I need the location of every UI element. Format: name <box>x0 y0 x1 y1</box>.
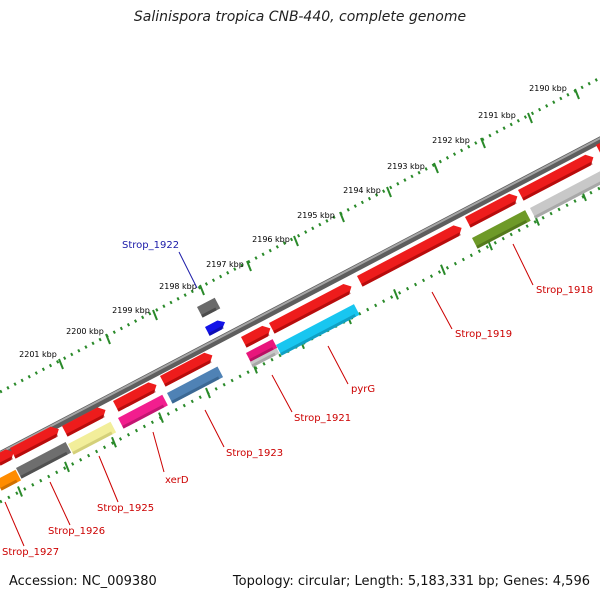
scale-tick-mark <box>527 112 533 124</box>
gene-label[interactable]: Strop_1926 <box>48 526 105 537</box>
scale-tick-mark <box>58 358 64 370</box>
map-title: Salinispora tropica CNB-440, complete ge… <box>133 9 467 25</box>
scale-tick-label: 2201 kbp <box>19 350 57 359</box>
gene-feature-strop-1918[interactable] <box>472 210 531 249</box>
gene-feature-strop-1923[interactable] <box>167 366 224 404</box>
scale-tick-label: 2193 kbp <box>387 162 425 171</box>
lower-tick-mark <box>158 412 164 423</box>
cds-feature[interactable] <box>518 152 596 201</box>
scale-tick-mark <box>293 235 299 247</box>
scale-tick-mark <box>339 211 345 223</box>
accession-text: Accession: NC_009380 <box>9 574 157 589</box>
cds-feature[interactable] <box>357 223 464 287</box>
scale-tick-mark <box>105 333 111 345</box>
gene-labels: Strop_1918 Strop_1919 pyrG Strop_1921 Strop_… <box>2 240 593 558</box>
scale-dotted-line <box>0 76 600 394</box>
lower-tick-mark <box>17 486 23 497</box>
gene-feature-strop-1921[interactable] <box>245 339 278 362</box>
label-leader-line <box>49 481 71 526</box>
gene-feature-strop-1925[interactable] <box>68 421 117 455</box>
backbone <box>0 136 600 459</box>
scale-tick-label: 2191 kbp <box>478 111 516 120</box>
scale-tick-mark <box>433 162 439 174</box>
label-leader-line <box>98 455 119 503</box>
scale-tick-mark <box>480 137 486 149</box>
label-leader-line <box>271 374 293 413</box>
gene-feature-pyrG[interactable] <box>276 304 360 356</box>
lower-tick-mark <box>64 461 70 473</box>
gene-label[interactable]: Strop_1927 <box>2 547 59 558</box>
gene-feature-strop-1921b[interactable] <box>249 348 280 368</box>
label-leader-line <box>178 251 198 289</box>
scale-tick-mark <box>574 88 580 100</box>
gene-label[interactable]: xerD <box>165 475 189 486</box>
gene-label[interactable]: Strop_1919 <box>455 329 512 340</box>
cds-feature[interactable] <box>62 405 108 437</box>
gene-label[interactable]: pyrG <box>351 384 375 395</box>
label-leader-line <box>4 501 25 547</box>
gene-feature-strop-1922-blue[interactable] <box>205 318 227 336</box>
gene-label[interactable]: Strop_1922 <box>122 240 179 251</box>
genome-summary: Topology: circular; Length: 5,183,331 bp… <box>232 574 590 589</box>
cds-feature[interactable] <box>465 191 520 228</box>
scale-tick-label: 2200 kbp <box>66 327 104 336</box>
cds-feature[interactable] <box>160 350 215 387</box>
cds-feature[interactable] <box>269 281 354 334</box>
gene-feature-strop-1922[interactable] <box>197 297 221 318</box>
scale-tick-label: 2190 kbp <box>529 84 567 93</box>
scale-tick-label: 2199 kbp <box>112 306 150 315</box>
gene-label[interactable]: Strop_1923 <box>226 448 283 459</box>
label-leader-line <box>431 291 453 330</box>
scale-tick-label: 2198 kbp <box>159 282 197 291</box>
label-leader-line <box>512 243 534 286</box>
gene-feature-strop-1927[interactable] <box>0 469 22 491</box>
gene-feature-grey[interactable] <box>530 170 600 219</box>
gene-label[interactable]: Strop_1921 <box>294 413 351 424</box>
label-leader-line <box>152 431 165 473</box>
gene-label[interactable]: Strop_1918 <box>536 285 593 296</box>
scale-tick-mark <box>199 284 205 296</box>
cds-feature[interactable] <box>241 323 273 348</box>
scale-tick-label: 2194 kbp <box>343 186 381 195</box>
scale-tick-label: 2196 kbp <box>252 235 290 244</box>
scale-tick-mark <box>152 309 158 321</box>
scale-tick-label: 2192 kbp <box>432 136 470 145</box>
lower-tick-mark <box>111 436 117 448</box>
gene-feature-xerD[interactable] <box>118 394 168 429</box>
scale-tick-label: 2197 kbp <box>206 260 244 269</box>
scale-tick-mark <box>386 186 392 198</box>
scale-tick-mark <box>246 260 252 272</box>
gene-feature-strop-1926[interactable] <box>16 442 72 479</box>
gene-label[interactable]: Strop_1925 <box>97 503 154 514</box>
cds-feature[interactable] <box>10 424 62 459</box>
cds-feature[interactable] <box>0 447 17 466</box>
scale-tick-label: 2195 kbp <box>297 211 335 220</box>
lower-tick-mark <box>393 289 399 300</box>
lower-tick-mark <box>205 387 211 399</box>
cds-feature[interactable] <box>596 140 600 156</box>
cds-feature[interactable] <box>113 380 159 412</box>
scale-ticks: 2190 kbp 2191 kbp 2192 kbp 2193 kbp 2194 kbp… <box>0 76 600 504</box>
label-leader-line <box>204 409 225 448</box>
label-leader-line <box>327 345 349 385</box>
gene-features <box>0 140 600 491</box>
lower-tick-mark <box>440 264 446 276</box>
